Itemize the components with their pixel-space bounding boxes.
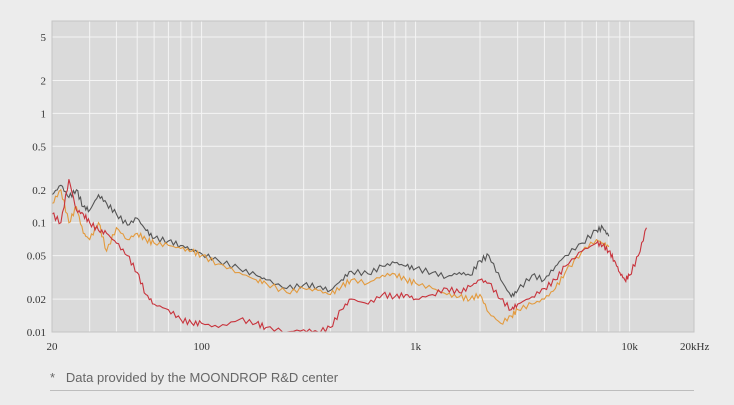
- footnote-divider: [50, 390, 694, 391]
- plot-border: [51, 20, 695, 333]
- footnote-text: Data provided by the MOONDROP R&D center: [65, 370, 339, 385]
- y-tick-label: 2: [41, 75, 47, 87]
- y-tick-label: 5: [41, 32, 47, 44]
- y-tick-label: 1: [41, 108, 47, 120]
- y-axis-tick-labels: 5 2 1 0.5 0.2 0.1 0.05 0.02 0.01: [27, 32, 47, 339]
- series-line-3: [51, 179, 647, 334]
- x-axis-tick-labels: 20 100 1k 10k 20kHz: [47, 341, 710, 353]
- y-tick-label: 0.01: [27, 327, 46, 339]
- y-tick-label: 0.2: [32, 185, 46, 197]
- x-tick-label: 20kHz: [680, 341, 709, 353]
- footnote-bullet: *: [50, 370, 56, 385]
- footnote: * Data provided by the MOONDROP R&D cent…: [50, 370, 338, 385]
- x-tick-label: 20: [47, 341, 59, 353]
- series-line-2: [51, 188, 610, 325]
- x-tick-label: 100: [193, 341, 210, 353]
- x-tick-label: 10k: [621, 341, 638, 353]
- x-tick-label: 1k: [410, 341, 422, 353]
- y-tick-label: 0.1: [32, 218, 46, 230]
- axis-lines: [51, 20, 695, 333]
- grid-lines: [52, 21, 694, 333]
- series-line-1: [51, 184, 610, 299]
- y-tick-label: 0.02: [27, 294, 46, 306]
- series-lines: [51, 179, 647, 334]
- y-tick-label: 0.5: [32, 141, 46, 153]
- y-tick-label: 0.05: [27, 251, 47, 263]
- plot-area-background: [52, 21, 694, 332]
